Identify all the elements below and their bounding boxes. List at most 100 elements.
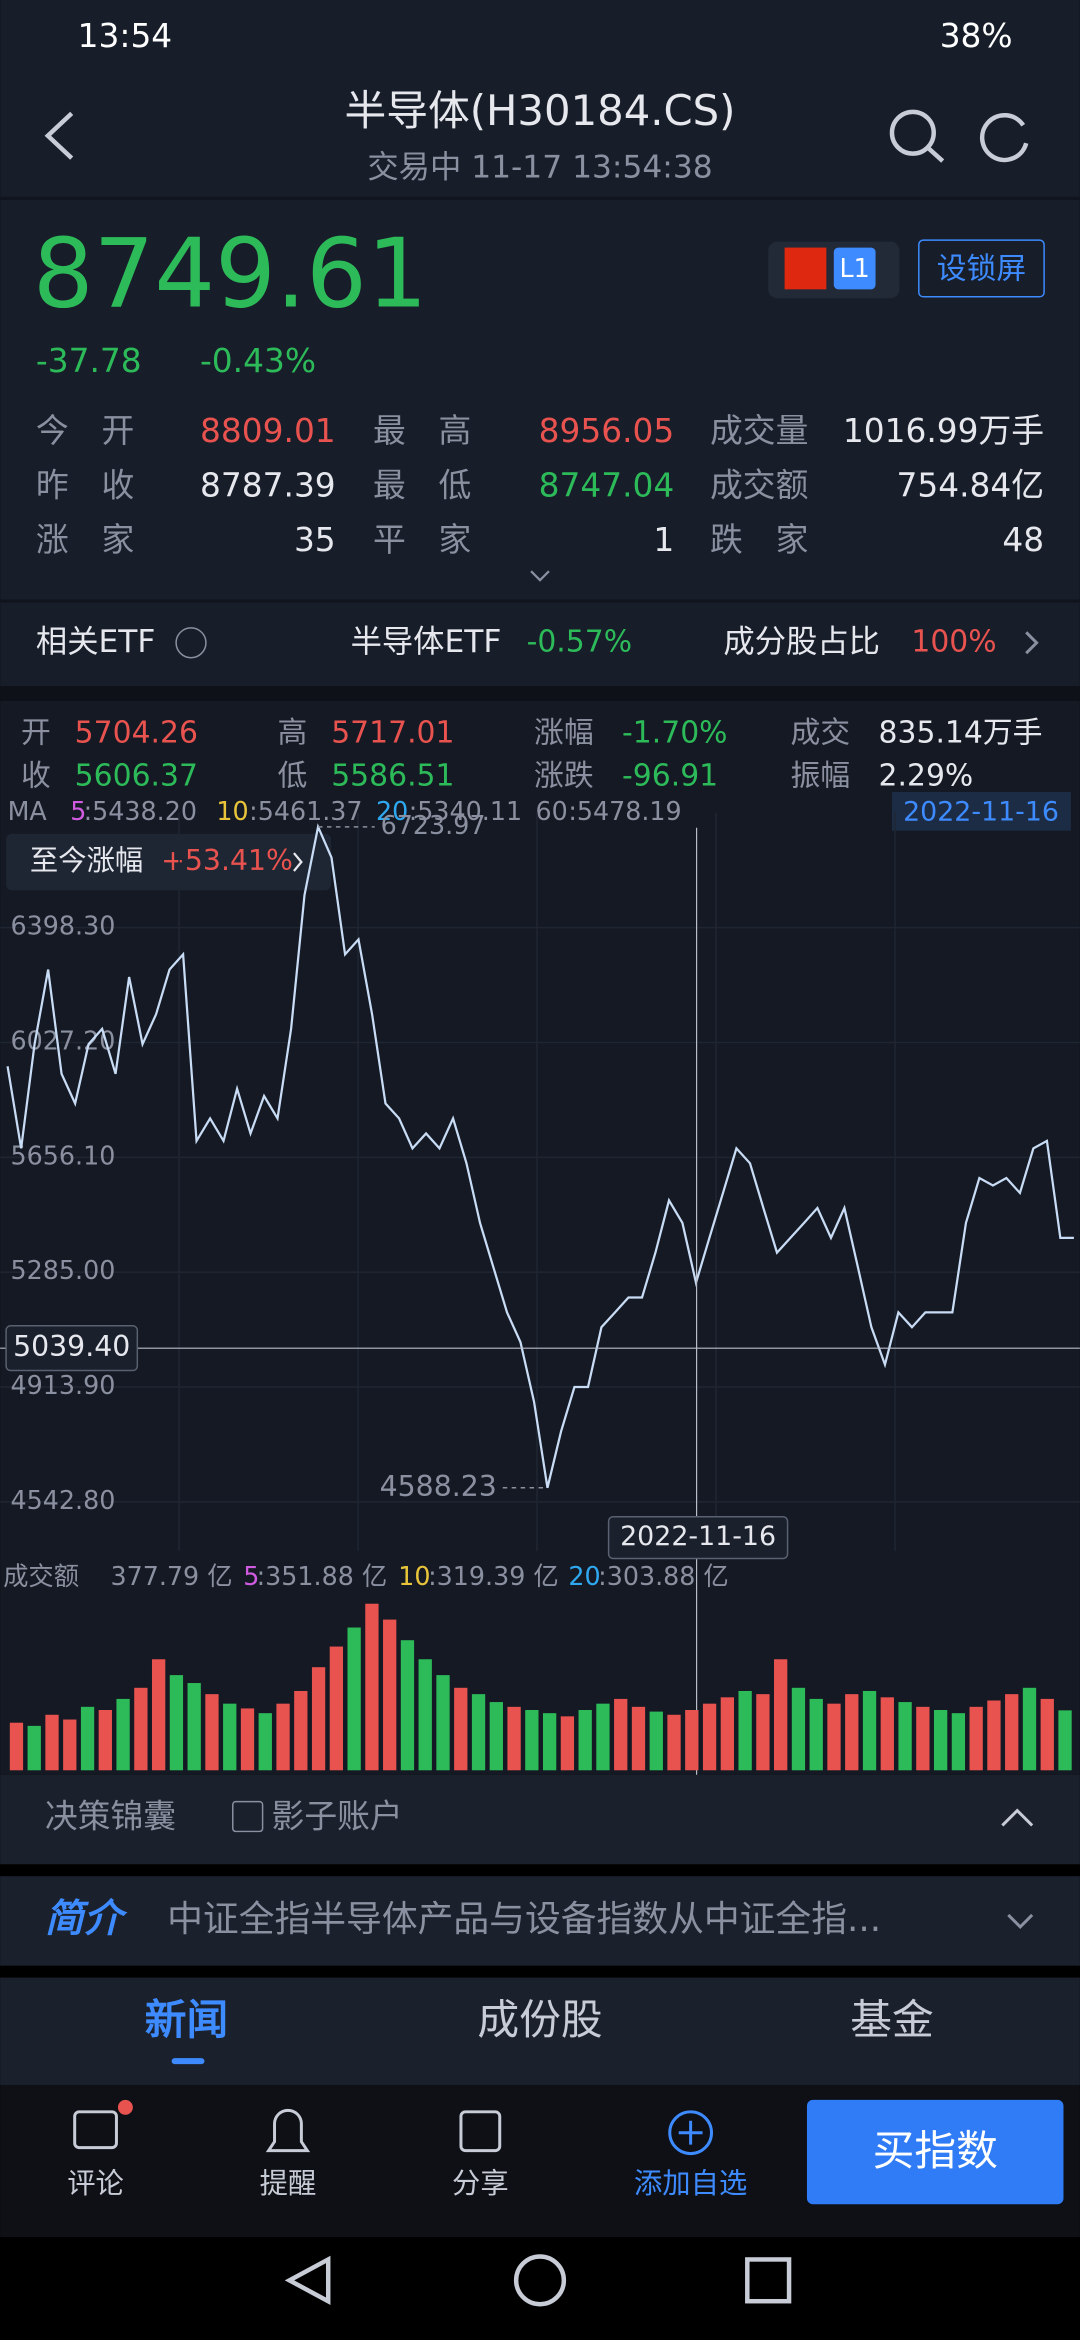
expand[interactable] bbox=[530, 570, 550, 582]
tab[interactable]: 基金 bbox=[850, 1995, 933, 2044]
stat-value: 1 bbox=[653, 521, 674, 559]
add-icon[interactable] bbox=[668, 2110, 714, 2156]
sys-recent[interactable] bbox=[745, 2257, 792, 2304]
volume-bar bbox=[756, 1694, 770, 1771]
volume-bar bbox=[1005, 1694, 1019, 1771]
kline-label: 高 bbox=[278, 715, 308, 750]
tab[interactable]: 成份股 bbox=[477, 1995, 602, 2044]
intro-bg bbox=[0, 1876, 1080, 1966]
volume-bar bbox=[720, 1697, 735, 1771]
stat-label: 成交额 bbox=[710, 466, 808, 504]
back-button[interactable] bbox=[44, 111, 74, 160]
stat-value: 754.84亿 bbox=[897, 466, 1045, 504]
volume-bar bbox=[933, 1710, 948, 1771]
search-button[interactable] bbox=[889, 109, 936, 156]
comment-icon[interactable] bbox=[73, 2110, 118, 2150]
volume-bar bbox=[667, 1714, 681, 1771]
price: 8749.61 bbox=[33, 218, 428, 330]
volume-bar bbox=[63, 1719, 77, 1771]
ma-key: 10 bbox=[216, 796, 248, 826]
volume-bar bbox=[507, 1706, 521, 1771]
volume-bar bbox=[596, 1703, 610, 1771]
add-plus bbox=[678, 2120, 703, 2145]
volume-bar bbox=[738, 1690, 752, 1771]
y-tick-label: 5285.00 bbox=[11, 1255, 116, 1285]
system-nav bbox=[0, 2237, 1080, 2340]
volume-bar bbox=[80, 1706, 95, 1771]
volume-ma-value: :319.39 亿 bbox=[428, 1561, 559, 1591]
change: -37.78 bbox=[36, 342, 142, 380]
collapse[interactable] bbox=[1001, 1808, 1034, 1827]
y-tick-label: 4913.90 bbox=[11, 1370, 116, 1400]
info-icon bbox=[175, 627, 207, 659]
volume-bar bbox=[987, 1700, 1001, 1771]
stat-label: 涨 家 bbox=[36, 521, 134, 559]
ratio-label: 成分股占比 bbox=[723, 624, 879, 660]
since-label[interactable]: 至今涨幅 bbox=[30, 844, 143, 877]
kline-value: 5704.26 bbox=[75, 715, 198, 750]
notice-dot bbox=[117, 2099, 133, 2115]
tool[interactable]: 影子账户 bbox=[272, 1798, 403, 1836]
y-tick-label: 6027.20 bbox=[11, 1025, 116, 1055]
ma-label: MA bbox=[8, 796, 48, 826]
ma-date: 2022-11-16 bbox=[903, 796, 1059, 827]
level: L1 bbox=[840, 253, 870, 283]
intro-text: 中证全指半导体产品与设备指数从中证全指... bbox=[167, 1899, 881, 1940]
volume-bar bbox=[9, 1722, 24, 1771]
nav-label[interactable]: 提醒 bbox=[260, 2167, 317, 2200]
volume-bar bbox=[418, 1659, 432, 1771]
kline-label: 成交 bbox=[791, 715, 851, 750]
volume-current: 377.79 亿 bbox=[110, 1561, 232, 1591]
status-time: 13:54 bbox=[78, 17, 173, 55]
share-icon[interactable] bbox=[459, 2110, 502, 2153]
nav-label[interactable]: 评论 bbox=[67, 2167, 124, 2200]
tools-bg bbox=[0, 1774, 1080, 1865]
kline-label: 收 bbox=[21, 759, 51, 794]
lock-button[interactable] bbox=[918, 239, 1045, 298]
kline-value: 5606.37 bbox=[75, 759, 198, 794]
refresh-button[interactable] bbox=[979, 113, 1029, 163]
change-pct: -0.43% bbox=[200, 342, 316, 380]
volume-bar bbox=[169, 1675, 184, 1771]
volume-bar bbox=[347, 1627, 361, 1771]
kline-value: 2.29% bbox=[879, 759, 974, 794]
sys-back[interactable] bbox=[284, 2255, 331, 2305]
nav-label[interactable]: 分享 bbox=[452, 2167, 509, 2200]
lock-label[interactable]: 设锁屏 bbox=[937, 251, 1026, 286]
sys-home[interactable] bbox=[513, 2254, 567, 2307]
volume-bar bbox=[471, 1694, 486, 1771]
stat-label: 最 低 bbox=[373, 466, 471, 504]
volume-bar bbox=[951, 1713, 966, 1771]
volume-bar bbox=[240, 1708, 255, 1771]
flag-cn bbox=[784, 247, 827, 290]
price-line bbox=[6, 823, 1074, 1489]
etf-label: 相关ETF bbox=[36, 624, 156, 660]
volume-bar bbox=[1040, 1698, 1054, 1771]
ma-value: :5461.37 bbox=[249, 796, 362, 826]
since-box[interactable] bbox=[6, 833, 332, 891]
ma-value: :5340.11 bbox=[409, 796, 522, 826]
volume-bar bbox=[1058, 1710, 1072, 1771]
intro-expand[interactable] bbox=[1007, 1913, 1034, 1929]
stat-value: 8956.05 bbox=[539, 412, 675, 450]
volume-bar bbox=[845, 1694, 859, 1771]
nav-label[interactable]: 添加自选 bbox=[634, 2167, 747, 2200]
intro-label: 简介 bbox=[45, 1896, 128, 1941]
buy-button[interactable] bbox=[806, 2099, 1064, 2205]
volume-bar bbox=[542, 1713, 557, 1771]
tab[interactable]: 新闻 bbox=[145, 1995, 228, 2044]
volume-bar bbox=[454, 1687, 468, 1771]
tool[interactable]: 决策锦囊 bbox=[45, 1798, 176, 1836]
stat-label: 昨 收 bbox=[36, 466, 134, 504]
stat-value: 48 bbox=[1002, 521, 1044, 559]
stat-value: 8787.39 bbox=[200, 466, 336, 504]
etf-name[interactable]: 半导体ETF bbox=[351, 624, 502, 660]
buy-label[interactable]: 买指数 bbox=[873, 2126, 998, 2175]
stat-value: 8747.04 bbox=[539, 466, 675, 504]
crosshair-date: 2022-11-16 bbox=[620, 1521, 776, 1552]
crosshair-date-box bbox=[607, 1516, 789, 1560]
since-value: +53.41% bbox=[161, 844, 293, 877]
remind-icon[interactable] bbox=[265, 2108, 311, 2153]
volume-bar bbox=[45, 1714, 59, 1771]
since-chevron bbox=[293, 852, 303, 872]
